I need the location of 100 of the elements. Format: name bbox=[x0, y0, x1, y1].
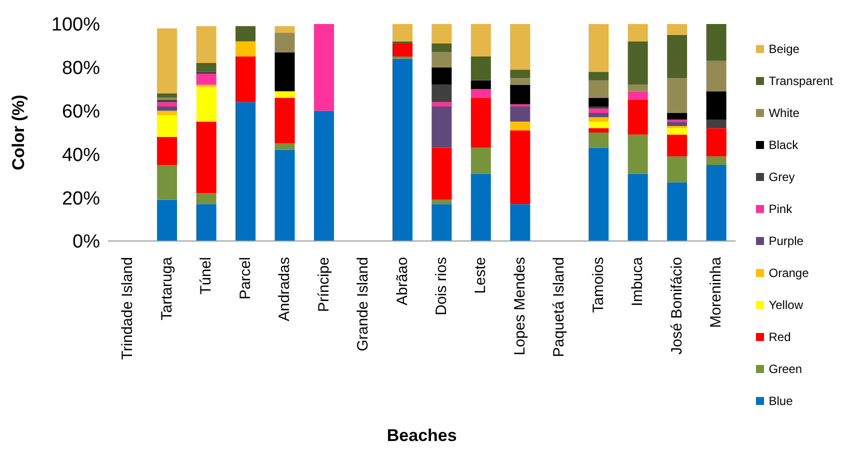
bar bbox=[667, 119, 688, 122]
x-tick-label: Parcel bbox=[236, 257, 254, 300]
bar bbox=[588, 24, 609, 72]
bar bbox=[314, 24, 334, 111]
bar bbox=[588, 122, 609, 128]
x-tick-label: Imbuca bbox=[629, 256, 646, 306]
bar bbox=[706, 165, 726, 241]
bar bbox=[588, 108, 609, 113]
bar bbox=[628, 134, 648, 174]
bar bbox=[588, 112, 609, 118]
x-tick-label: Lopes Mendes bbox=[511, 257, 528, 356]
bar bbox=[628, 174, 648, 241]
bar bbox=[274, 52, 295, 92]
y-tick-label: 0% bbox=[72, 232, 100, 253]
bar bbox=[274, 91, 295, 98]
bar bbox=[432, 84, 452, 102]
bar bbox=[432, 24, 452, 44]
x-tick-label: Tartaruga bbox=[158, 256, 176, 320]
y-tick-label: 60% bbox=[62, 102, 100, 123]
legend-label: Transparent bbox=[768, 74, 833, 88]
bar bbox=[588, 117, 609, 122]
bar bbox=[667, 122, 688, 126]
legend-label: Orange bbox=[768, 266, 809, 280]
bar bbox=[667, 126, 688, 128]
legend-label: Green bbox=[768, 362, 802, 376]
bar bbox=[432, 204, 452, 241]
bar bbox=[706, 156, 726, 166]
x-tick-label: Abrãao bbox=[394, 257, 411, 306]
bar bbox=[157, 136, 178, 166]
y-tick-label: 80% bbox=[62, 58, 100, 80]
bar bbox=[432, 44, 452, 52]
bar bbox=[667, 156, 688, 182]
bar bbox=[510, 84, 530, 104]
legend-label: Blue bbox=[768, 394, 793, 408]
bar bbox=[274, 143, 295, 150]
x-axis-title: Beaches bbox=[386, 426, 457, 445]
bar bbox=[588, 128, 609, 132]
bar bbox=[236, 26, 256, 42]
bar bbox=[196, 63, 216, 72]
bar bbox=[706, 91, 726, 120]
legend-label: Red bbox=[768, 330, 791, 344]
x-tick-label: Moreninha bbox=[708, 256, 725, 328]
bar bbox=[314, 110, 334, 241]
bar bbox=[667, 24, 688, 35]
bar bbox=[628, 100, 648, 135]
bar bbox=[157, 100, 178, 102]
bar bbox=[392, 41, 412, 44]
legend-label: Black bbox=[768, 138, 798, 152]
legend-label: Purple bbox=[768, 234, 804, 248]
bar bbox=[236, 41, 256, 57]
x-tick-label: Paquetá Island bbox=[550, 257, 568, 358]
bar bbox=[470, 89, 491, 98]
bar bbox=[510, 106, 530, 122]
x-tick-label: José Bonifácio bbox=[668, 257, 686, 355]
x-tick-label: Túnel bbox=[198, 257, 215, 295]
bar bbox=[157, 28, 178, 94]
bar bbox=[392, 58, 412, 241]
bar bbox=[157, 165, 178, 200]
bar bbox=[706, 60, 726, 92]
bar bbox=[157, 200, 178, 241]
legend-label: Pink bbox=[768, 202, 792, 216]
bar bbox=[157, 93, 178, 98]
bar bbox=[157, 102, 178, 106]
y-axis-title: Color (%) bbox=[9, 94, 28, 170]
bar bbox=[628, 41, 648, 85]
y-tick-label: 40% bbox=[62, 144, 100, 166]
x-tick-label: Andradas bbox=[276, 257, 294, 322]
bar bbox=[510, 70, 530, 78]
bar bbox=[667, 78, 688, 113]
legend-label: Yellow bbox=[768, 298, 803, 312]
bar bbox=[706, 128, 726, 156]
bar bbox=[628, 84, 648, 92]
bar bbox=[274, 26, 295, 33]
bar bbox=[588, 72, 609, 80]
bar bbox=[196, 86, 216, 122]
bar bbox=[196, 193, 216, 204]
bar bbox=[432, 102, 452, 106]
bar bbox=[157, 115, 178, 137]
y-tick-label: 20% bbox=[62, 188, 100, 210]
x-tick-label: Trindade Island bbox=[119, 257, 136, 360]
bar bbox=[628, 91, 648, 100]
bar bbox=[667, 128, 688, 135]
bar bbox=[510, 130, 530, 204]
bar bbox=[236, 56, 256, 102]
bar bbox=[470, 174, 491, 241]
bar bbox=[510, 204, 530, 241]
bar bbox=[236, 102, 256, 241]
bar bbox=[470, 148, 491, 174]
bar bbox=[470, 56, 491, 80]
bar bbox=[274, 32, 295, 52]
bar bbox=[706, 24, 726, 61]
x-tick-label: Príncipe bbox=[315, 257, 332, 312]
bar bbox=[392, 24, 412, 42]
bar bbox=[157, 110, 178, 116]
y-tick-label: 100% bbox=[51, 14, 100, 36]
x-tick-label: Dois rios bbox=[432, 257, 450, 316]
bar bbox=[432, 200, 452, 204]
bar bbox=[432, 52, 452, 68]
bar bbox=[196, 26, 216, 64]
bar bbox=[510, 78, 530, 85]
